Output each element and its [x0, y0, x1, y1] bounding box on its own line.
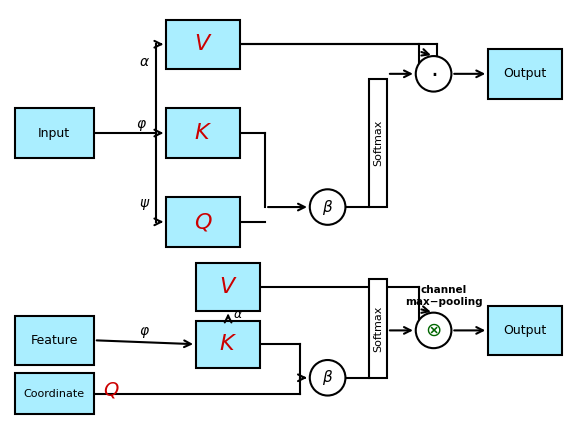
Text: $K$: $K$: [219, 334, 237, 354]
Text: $\varphi$: $\varphi$: [136, 118, 147, 133]
Bar: [196, 263, 260, 311]
Bar: [196, 321, 260, 368]
Circle shape: [416, 56, 452, 92]
Circle shape: [310, 189, 346, 225]
Bar: [488, 306, 562, 355]
Bar: [369, 279, 387, 378]
Bar: [488, 49, 562, 98]
Text: $V$: $V$: [219, 277, 237, 297]
Text: channel
max−pooling: channel max−pooling: [405, 285, 482, 307]
Circle shape: [416, 313, 452, 348]
Text: $\otimes$: $\otimes$: [425, 321, 442, 340]
Bar: [166, 19, 240, 69]
Bar: [14, 108, 94, 158]
Text: $\alpha$: $\alpha$: [139, 55, 150, 69]
Bar: [14, 373, 94, 414]
Bar: [166, 108, 240, 158]
Bar: [369, 79, 387, 207]
Text: $\varphi$: $\varphi$: [139, 325, 150, 340]
Text: Softmax: Softmax: [373, 120, 383, 166]
Text: $V$: $V$: [194, 34, 213, 54]
Text: $K$: $K$: [194, 123, 213, 143]
Circle shape: [310, 360, 346, 395]
Text: Softmax: Softmax: [373, 305, 383, 352]
Text: Coordinate: Coordinate: [24, 389, 85, 398]
Text: $\psi$: $\psi$: [139, 197, 150, 211]
Text: $\cdot$: $\cdot$: [430, 62, 437, 86]
Bar: [14, 316, 94, 365]
Text: $\beta$: $\beta$: [322, 197, 334, 216]
Bar: [166, 197, 240, 246]
Text: Output: Output: [503, 324, 547, 337]
Text: $Q$: $Q$: [194, 211, 213, 233]
Text: $\alpha$: $\alpha$: [233, 308, 243, 321]
Text: $\beta$: $\beta$: [322, 368, 334, 387]
Text: Output: Output: [503, 68, 547, 80]
Text: Feature: Feature: [31, 334, 78, 347]
Text: $Q$: $Q$: [104, 380, 120, 400]
Text: Input: Input: [38, 127, 70, 140]
